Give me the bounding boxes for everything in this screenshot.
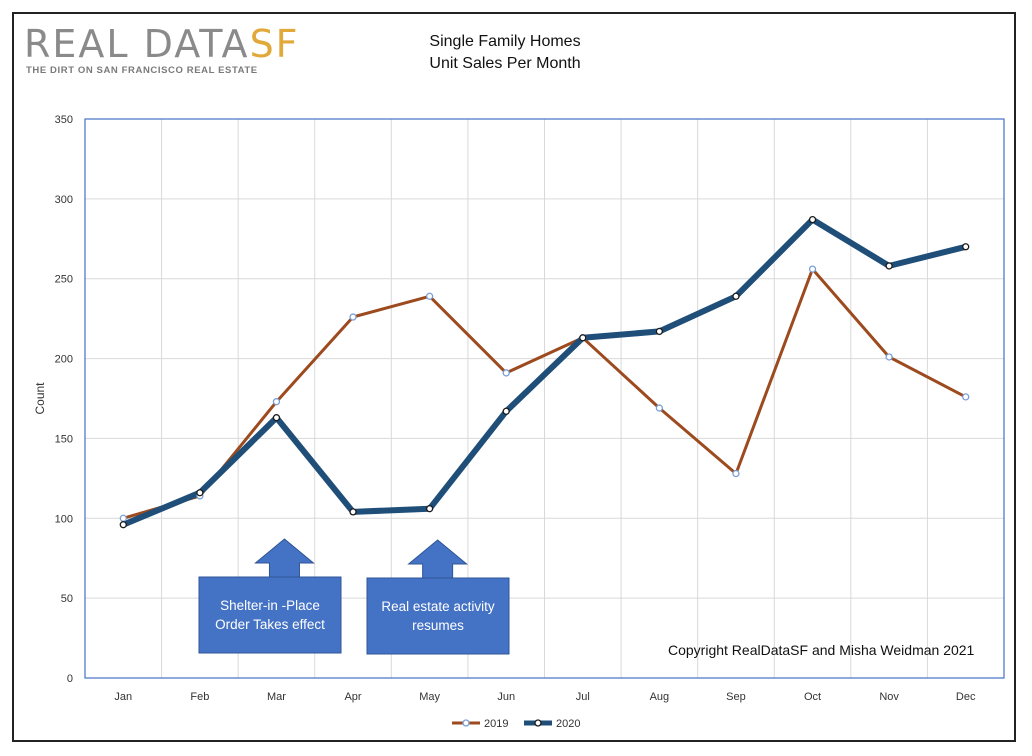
y-axis-label: Count: [33, 382, 47, 415]
data-point-2019: [655, 404, 664, 412]
y-tick-label: 0: [67, 673, 73, 685]
data-point-2020: [885, 262, 893, 270]
y-tick-label: 300: [55, 194, 73, 206]
y-tick-label: 200: [55, 354, 73, 366]
x-tick-label: Jan: [114, 691, 132, 703]
chart-title: Single Family Homes Unit Sales Per Month: [380, 31, 630, 75]
data-point-2020: [196, 489, 204, 497]
x-tick-label: Feb: [190, 691, 209, 703]
series-line-2019: [121, 267, 968, 520]
data-point-2020: [425, 505, 434, 513]
data-point-2020: [732, 292, 740, 300]
logo-main-text: REAL DATA: [24, 22, 250, 66]
data-point-2019: [808, 265, 817, 273]
data-point-2020: [502, 407, 510, 415]
chart-title-line-2: Unit Sales Per Month: [429, 55, 581, 72]
x-tick-label: Oct: [804, 691, 821, 703]
data-point-2019: [962, 393, 970, 401]
y-tick-label: 150: [55, 433, 73, 445]
chart-frame: [12, 12, 1016, 742]
x-tick-label: Dec: [956, 691, 976, 703]
x-tick-label: Aug: [650, 691, 670, 703]
data-point-2020: [349, 508, 357, 516]
annotation-box: [366, 577, 510, 655]
data-point-2020: [962, 243, 970, 251]
annotation-arrow-up: [407, 539, 469, 579]
data-point-2020: [272, 414, 281, 422]
data-point-2020: [119, 521, 127, 529]
series-line-2020: [120, 216, 969, 528]
data-point-2020: [808, 215, 817, 224]
plot-area-border: [84, 118, 1005, 679]
data-point-2020: [655, 327, 664, 336]
y-tick-label: 350: [55, 114, 73, 126]
x-tick-label: Jun: [497, 691, 515, 703]
data-point-2019: [732, 469, 740, 478]
realdatasf-logo: REAL DATASF THE DIRT ON SAN FRANCISCO RE…: [24, 22, 344, 78]
legend-marker-2019: [462, 719, 470, 727]
logo-wordmark: REAL DATASF: [24, 22, 300, 66]
legend-label-2019: 2019: [484, 718, 508, 730]
x-tick-label: May: [419, 691, 440, 703]
y-tick-label: 100: [55, 513, 73, 525]
annotation-box: [198, 576, 342, 654]
annotation-arrow-up: [254, 538, 315, 578]
legend-marker-2020: [534, 719, 542, 727]
y-tick-label: 50: [61, 593, 73, 605]
data-point-2019: [349, 313, 357, 321]
logo-tagline: THE DIRT ON SAN FRANCISCO REAL ESTATE: [26, 65, 258, 76]
copyright-notice: Copyright RealDataSF and Misha Weidman 2…: [668, 642, 975, 658]
y-tick-label: 250: [55, 274, 73, 286]
x-tick-label: Apr: [344, 691, 361, 703]
annotation-activity-resumes: Real estate activity resumes: [381, 599, 495, 633]
logo-accent-text: SF: [249, 22, 300, 66]
data-point-2019: [502, 369, 510, 377]
legend-label-2020: 2020: [556, 718, 580, 730]
annotation-shelter-in-place: Shelter-in -Place Order Takes effect: [215, 598, 325, 632]
x-tick-label: Sep: [726, 691, 746, 703]
x-tick-label: Mar: [267, 691, 286, 703]
chart-title-line-1: Single Family Homes: [429, 33, 581, 50]
data-point-2019: [885, 353, 893, 361]
x-tick-label: Jul: [576, 691, 590, 703]
data-point-2019: [425, 292, 434, 300]
data-point-2019: [272, 398, 281, 406]
data-point-2019: [119, 514, 127, 522]
data-point-2020: [579, 334, 587, 342]
x-tick-label: Nov: [879, 691, 899, 703]
